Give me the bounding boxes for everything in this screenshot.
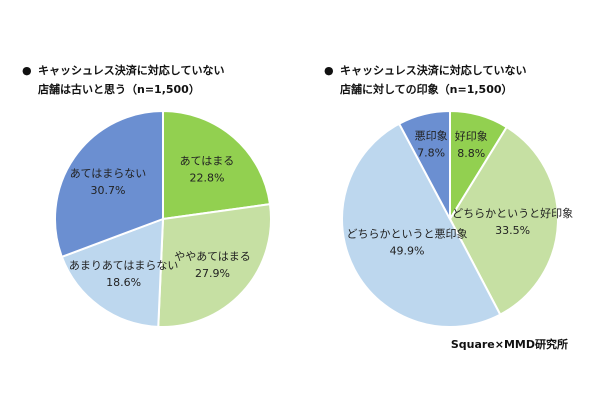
chart-1-slice-3-label: あまりあてはまらない <box>69 259 179 272</box>
chart-1-slice-4-label: あてはまらない <box>70 167 147 180</box>
chart-2-title-line1: キャッシュレス決済に対応していない <box>340 64 527 77</box>
chart-2-slice-4 <box>397 109 451 220</box>
chart-1-slice-1-label: あてはまる <box>180 154 235 167</box>
chart-1-slice-1 <box>162 109 272 221</box>
chart-2-slice-2 <box>448 125 559 316</box>
chart-1-slice-1-value: 22.8% <box>189 171 224 184</box>
chart-1-slice-4 <box>54 109 164 259</box>
bullet-icon: ● <box>324 64 334 77</box>
chart-2-slice-3 <box>341 122 502 328</box>
chart-1-slice-2 <box>157 202 272 328</box>
bullet-icon: ● <box>22 64 32 77</box>
chart-2-slice-1-label: 好印象 <box>455 129 488 143</box>
chart-2-slice-4-value: 7.8% <box>417 147 445 160</box>
chart-2-slice-2-value: 33.5% <box>495 224 530 237</box>
chart-2-title-line2: 店舗に対しての印象（n=1,500） <box>340 83 513 96</box>
chart-1-slice-2-label: ややあてはまる <box>174 250 251 263</box>
chart-2-slice-3-value: 49.9% <box>390 245 425 258</box>
chart-1-title-line2: 店舗は古いと思う（n=1,500） <box>38 83 200 96</box>
chart-2-slice-3-label: どちらかというと悪印象 <box>347 228 468 241</box>
chart-1-slice-2-value: 27.9% <box>195 267 230 280</box>
chart-2-slice-4-label: 悪印象 <box>415 130 448 143</box>
chart-1-slice-4-value: 30.7% <box>90 184 125 197</box>
chart-2-slice-1-value: 8.8% <box>457 147 485 160</box>
chart-1-slice-3 <box>60 217 165 328</box>
chart-1-title-line1: キャッシュレス決済に対応していない <box>38 64 225 77</box>
chart-1-slice-3-value: 18.6% <box>106 276 141 289</box>
chart-2-title: ● キャッシュレス決済に対応していない 店舗に対しての印象（n=1,500） <box>324 61 527 99</box>
chart-2-slice-2-label: どちらかというと好印象 <box>452 206 573 220</box>
source-credit: Square×MMD研究所 <box>450 338 568 351</box>
chart-1-title: ● キャッシュレス決済に対応していない 店舗は古いと思う（n=1,500） <box>22 61 225 99</box>
